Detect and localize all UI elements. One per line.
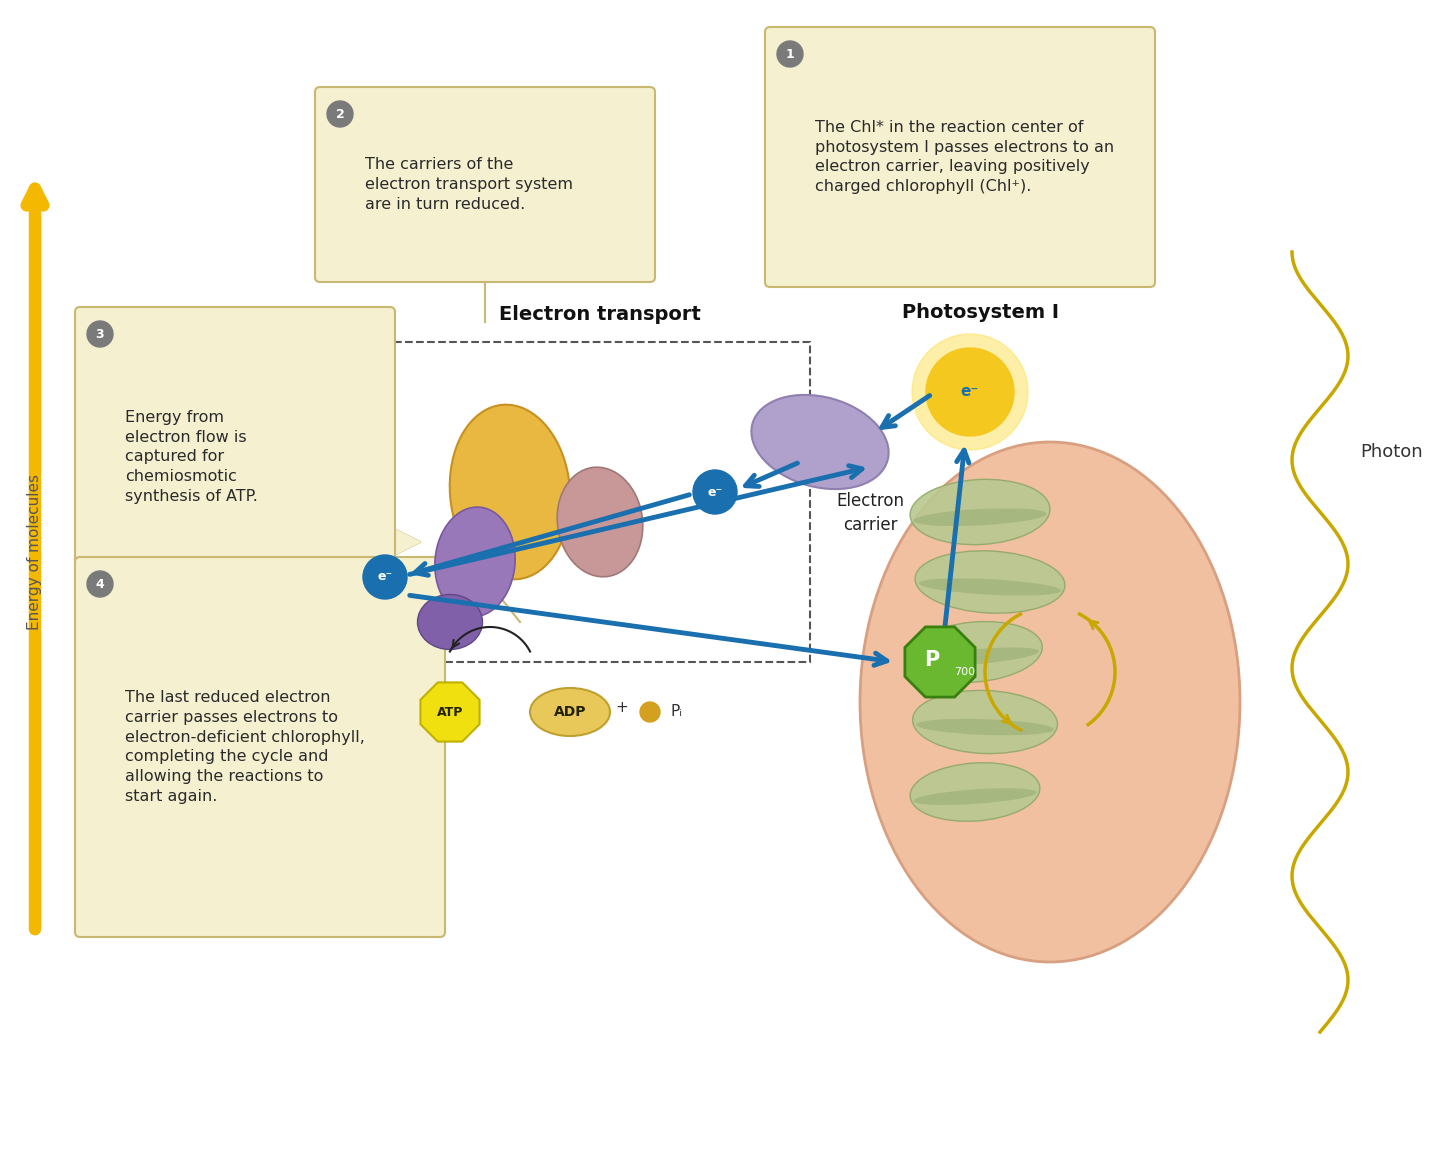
Ellipse shape xyxy=(914,551,1066,613)
Ellipse shape xyxy=(435,507,516,617)
FancyBboxPatch shape xyxy=(75,306,395,607)
Text: Photosystem I: Photosystem I xyxy=(901,303,1058,321)
Text: 4: 4 xyxy=(95,577,104,591)
Ellipse shape xyxy=(907,622,1043,682)
FancyBboxPatch shape xyxy=(315,88,655,282)
Text: Electron transport: Electron transport xyxy=(500,305,701,324)
Ellipse shape xyxy=(418,594,482,650)
Ellipse shape xyxy=(530,688,611,736)
Circle shape xyxy=(926,348,1014,435)
Circle shape xyxy=(693,470,737,514)
Circle shape xyxy=(86,321,112,347)
Text: e⁻: e⁻ xyxy=(707,485,723,499)
Ellipse shape xyxy=(919,578,1061,596)
Text: Energy from
electron flow is
captured for
chemiosmotic
synthesis of ATP.: Energy from electron flow is captured fo… xyxy=(125,410,258,505)
Text: The Chl* in the reaction center of
photosystem I passes electrons to an
electron: The Chl* in the reaction center of photo… xyxy=(815,120,1115,195)
Text: The carriers of the
electron transport system
are in turn reduced.: The carriers of the electron transport s… xyxy=(364,157,573,212)
Ellipse shape xyxy=(752,395,888,490)
Ellipse shape xyxy=(912,647,1038,666)
Ellipse shape xyxy=(916,719,1054,735)
Circle shape xyxy=(778,41,804,67)
Text: +: + xyxy=(616,699,628,714)
Polygon shape xyxy=(390,526,420,558)
Text: The last reduced electron
carrier passes electrons to
electron-deficient chlorop: The last reduced electron carrier passes… xyxy=(125,690,364,804)
Circle shape xyxy=(327,101,353,127)
Text: Photon: Photon xyxy=(1359,444,1423,461)
Text: 2: 2 xyxy=(336,107,344,121)
Text: e⁻: e⁻ xyxy=(960,385,979,400)
FancyBboxPatch shape xyxy=(765,26,1155,287)
Ellipse shape xyxy=(913,690,1057,753)
Ellipse shape xyxy=(557,468,642,577)
Ellipse shape xyxy=(910,479,1050,545)
Circle shape xyxy=(363,555,408,599)
Text: e⁻: e⁻ xyxy=(377,570,393,584)
Text: 3: 3 xyxy=(95,327,104,341)
Text: 700: 700 xyxy=(953,667,975,677)
Circle shape xyxy=(639,702,660,722)
Ellipse shape xyxy=(913,788,1037,805)
Ellipse shape xyxy=(449,404,570,579)
Ellipse shape xyxy=(913,508,1047,526)
Ellipse shape xyxy=(910,763,1040,821)
Circle shape xyxy=(912,334,1028,450)
FancyBboxPatch shape xyxy=(75,558,445,937)
Text: Pᵢ: Pᵢ xyxy=(670,705,683,720)
Text: Energy of molecules: Energy of molecules xyxy=(27,473,43,630)
Text: P: P xyxy=(924,650,940,670)
Text: Electron
carrier: Electron carrier xyxy=(837,492,904,533)
Text: ATP: ATP xyxy=(436,705,464,719)
Circle shape xyxy=(86,571,112,597)
Text: 1: 1 xyxy=(786,47,795,61)
Text: ADP: ADP xyxy=(554,705,586,719)
Ellipse shape xyxy=(860,442,1240,962)
